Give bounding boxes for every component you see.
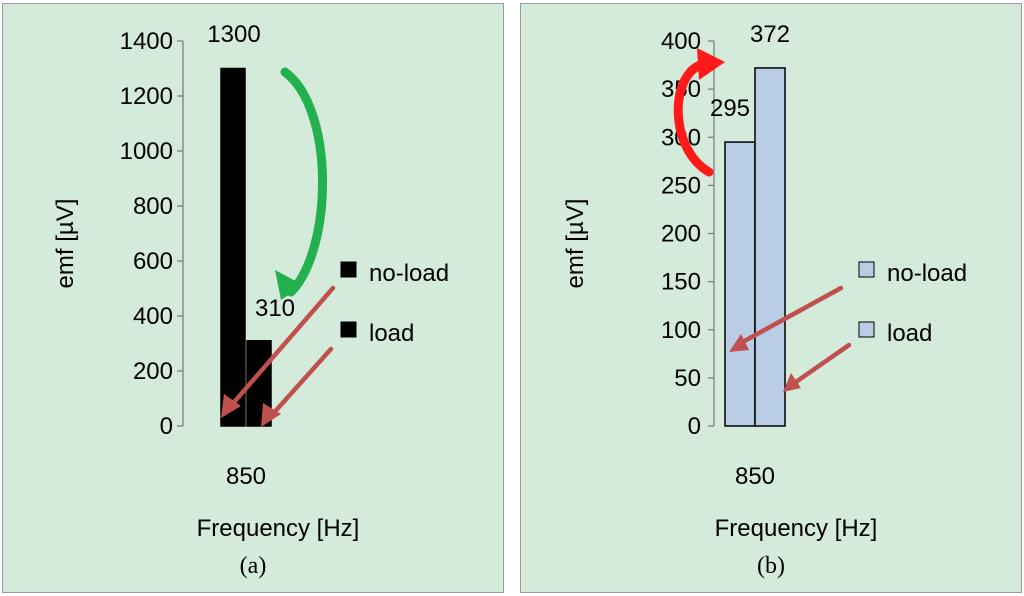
chart-b-legend-swatch-no-load: [858, 261, 875, 278]
chart-b-data-label-load: 372: [750, 21, 790, 48]
chart-a-pointer-arrow-head-no-load: [221, 394, 241, 418]
chart-a-y-axis-label: emf [µV]: [52, 199, 79, 289]
chart-a-y-tick-label: 800: [133, 193, 173, 220]
chart-b-y-tick-label: 150: [661, 269, 701, 296]
chart-a-curved-arrow: [280, 67, 327, 297]
chart-b-y-tick-label: 50: [674, 365, 701, 392]
chart-b-curved-arrow-head: [697, 48, 725, 80]
chart-b-y-tick-label: 100: [661, 317, 701, 344]
chart-b-pointer-arrow-head-load: [783, 373, 801, 392]
chart-a-legend-swatch-load: [340, 321, 357, 338]
chart-panel-a: 0 200 400 600 800 1000 1200 1400 emf [µV] 1300 310…: [2, 3, 504, 593]
chart-a-y-tick-label: 400: [133, 303, 173, 330]
chart-b-y-tick-label: 400: [661, 28, 701, 55]
chart-b-y-tick-label: 200: [661, 221, 701, 248]
chart-b-bar-load: [754, 67, 786, 427]
chart-a-x-axis-label: Frequency [Hz]: [197, 515, 360, 542]
chart-a-canvas: 0 200 400 600 800 1000 1200 1400 emf [µV] 1300 310…: [52, 21, 449, 542]
chart-b-curved-arrow: [673, 59, 714, 177]
chart-b-pointer-arrow-head-no-load: [729, 334, 749, 352]
chart-a-y-tick-label: 600: [133, 248, 173, 275]
chart-b-legend-swatch-load: [858, 321, 875, 338]
chart-panel-b: 0 50 100 150 200 250 300 350 400 emf [µV] 295 372 85…: [520, 3, 1022, 593]
chart-a-legend-label-no-load: no-load: [369, 260, 449, 287]
chart-a-x-category-label: 850: [226, 463, 266, 490]
chart-b-y-tick-label: 250: [661, 172, 701, 199]
chart-a-y-tick-label: 0: [160, 413, 173, 440]
chart-a-data-label-load: 310: [255, 295, 295, 322]
chart-b-legend-label-no-load: no-load: [887, 260, 967, 287]
chart-b-legend-label-load: load: [887, 320, 932, 347]
chart-b-x-axis-label: Frequency [Hz]: [715, 515, 878, 542]
chart-a-data-label-no-load: 1300: [207, 21, 260, 48]
panel-b-label: (b): [757, 553, 785, 579]
chart-a-y-tick-label: 1400: [120, 28, 173, 55]
chart-a-curved-arrow-head: [275, 270, 303, 300]
chart-a-y-tick-label: 1000: [120, 138, 173, 165]
chart-b-data-label-no-load: 295: [710, 95, 750, 122]
chart-a-bar-no-load: [220, 67, 246, 427]
panel-a-label: (a): [239, 553, 267, 579]
chart-b-y-tick-label: 0: [688, 413, 701, 440]
chart-a-pointer-arrow-head-load: [261, 403, 281, 427]
chart-a-y-tick-label: 200: [133, 358, 173, 385]
chart-b-pointer-arrow-no-load: [736, 285, 844, 347]
chart-a-legend-swatch-no-load: [340, 261, 357, 278]
chart-b-pointer-arrow-load: [790, 342, 852, 387]
chart-a-pointer-arrow-no-load: [226, 285, 336, 411]
chart-a-legend-label-load: load: [369, 320, 414, 347]
chart-a-pointer-arrow-load: [268, 346, 334, 419]
chart-b-y-axis-label: emf [µV]: [562, 199, 589, 289]
chart-a-y-tick-label: 1200: [120, 83, 173, 110]
chart-b-x-category-label: 850: [735, 463, 775, 490]
chart-b-bar-no-load: [724, 141, 756, 427]
